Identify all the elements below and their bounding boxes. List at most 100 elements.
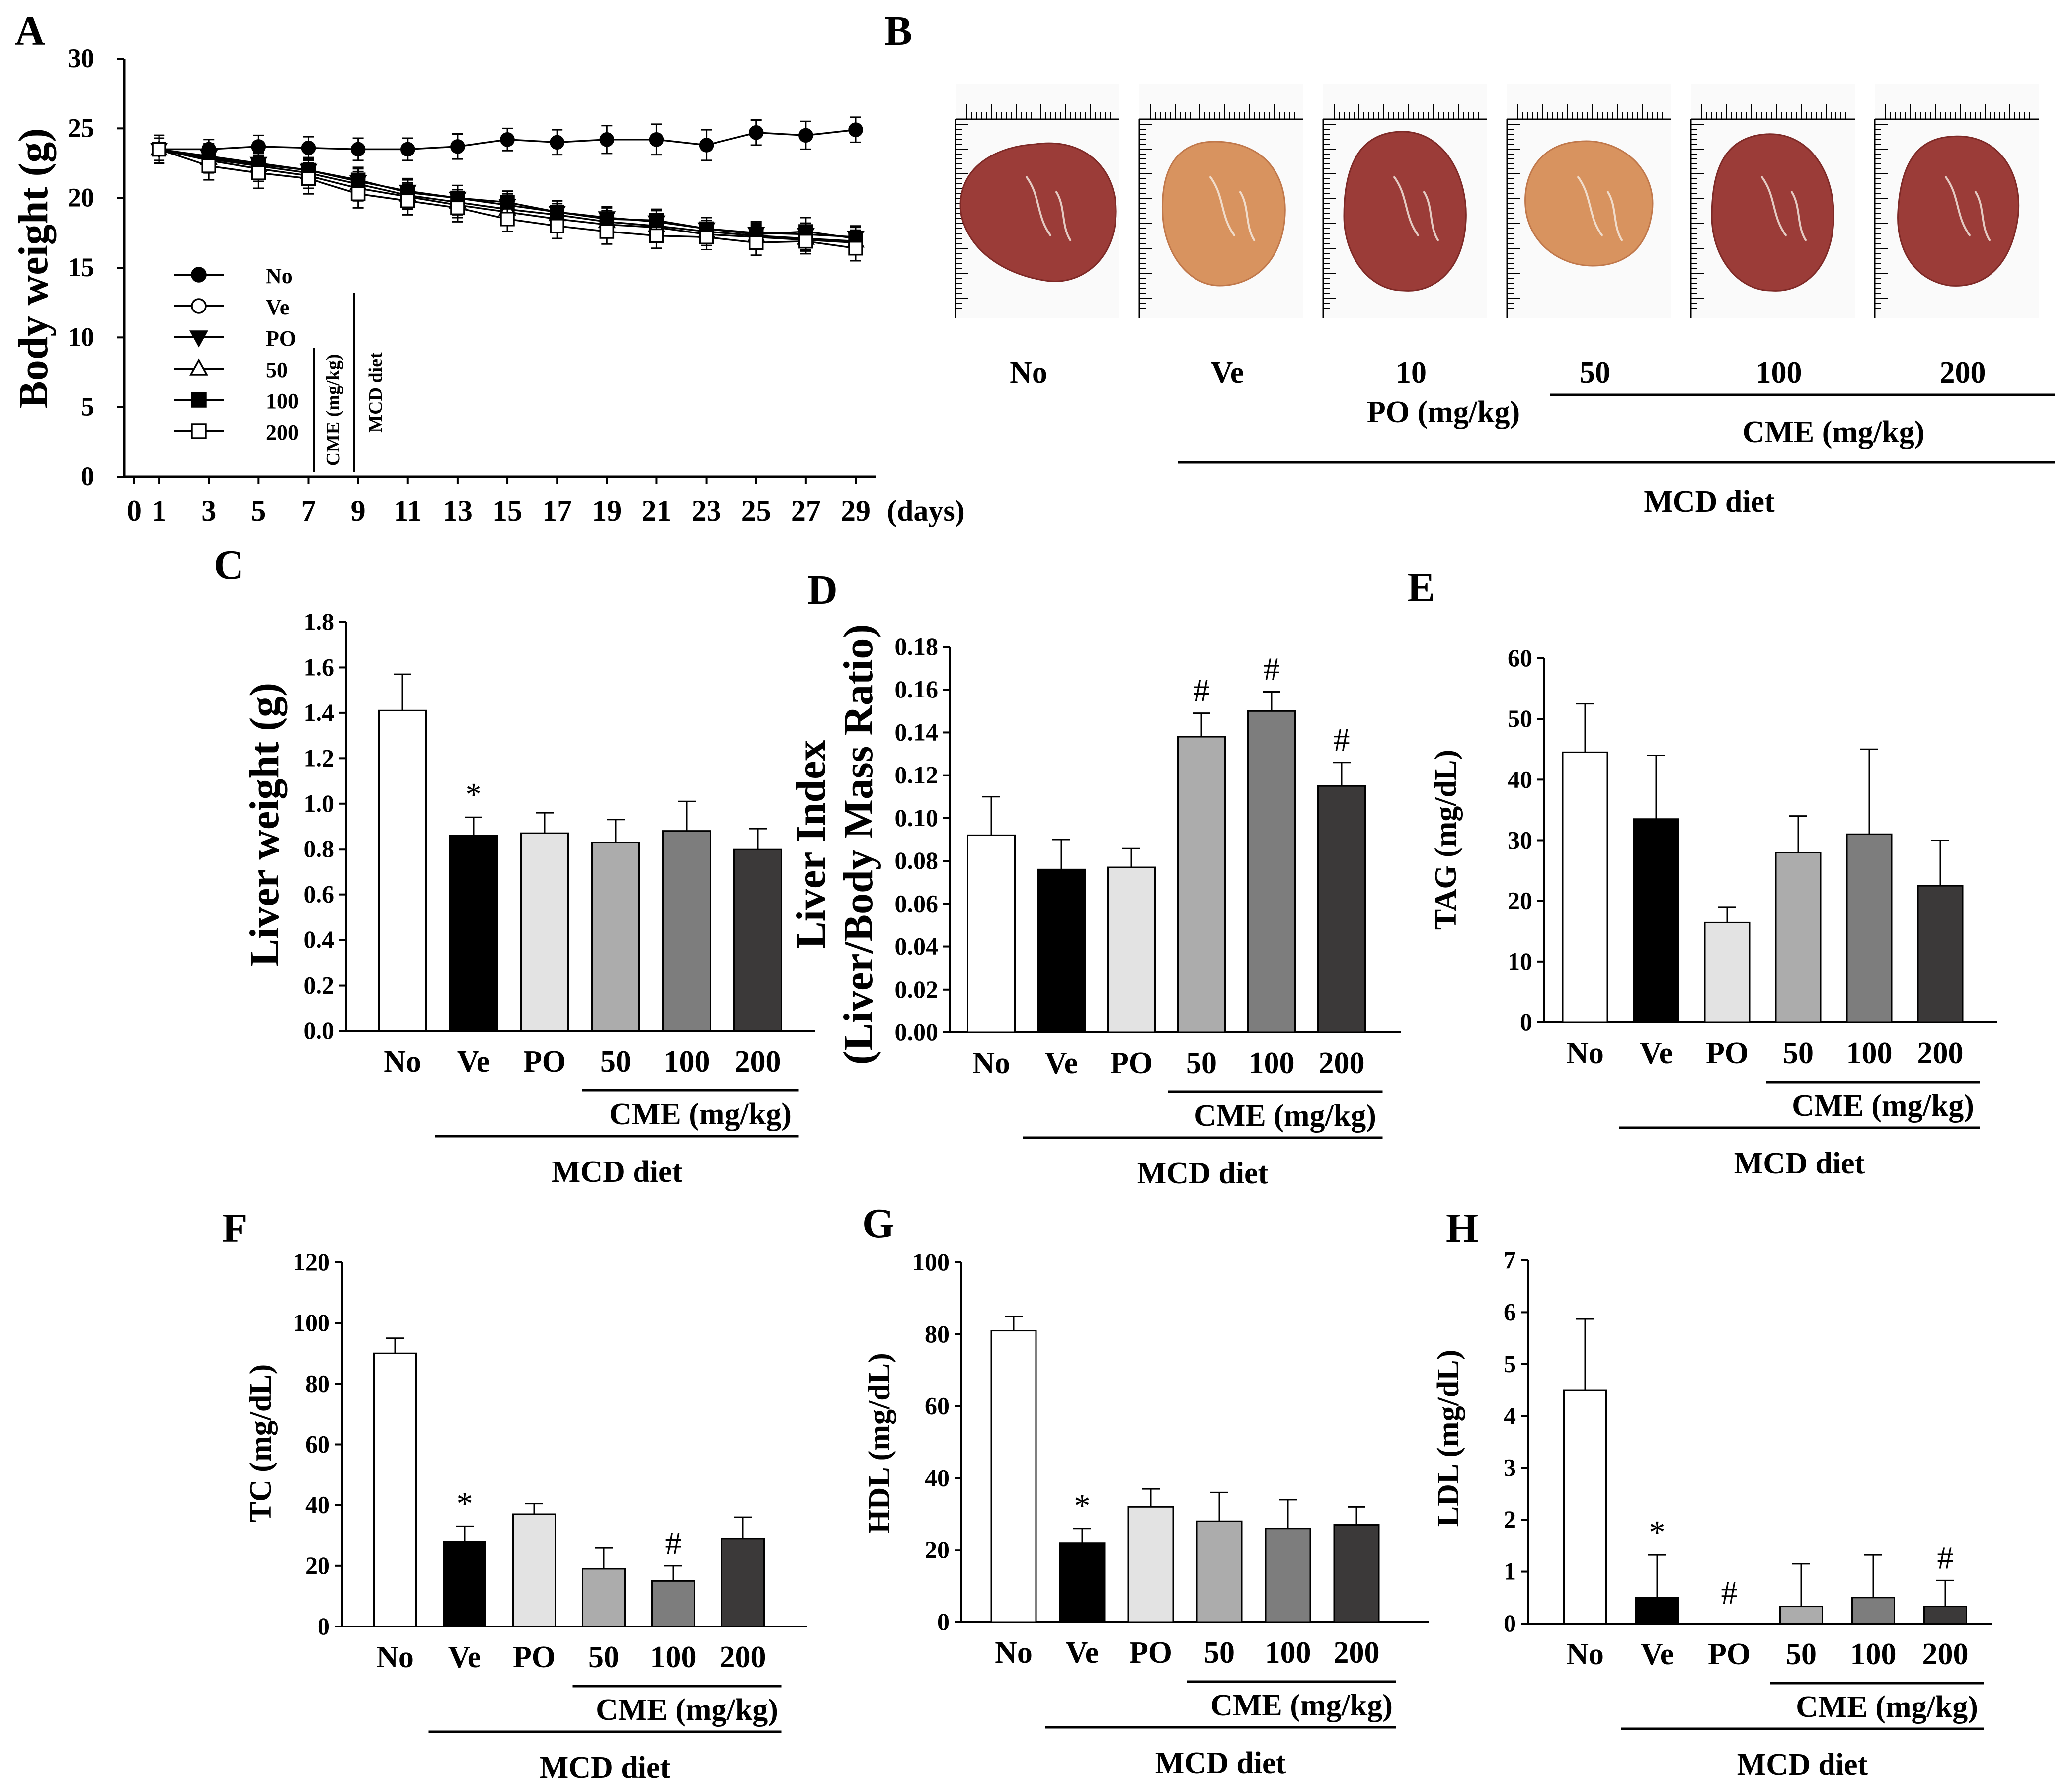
cme-group-label: CME (mg/kg) [596, 1693, 778, 1727]
category-label: 50 [588, 1640, 619, 1674]
data-point [301, 171, 316, 186]
y-tick-label: 0 [1504, 1609, 1516, 1637]
y-axis-title: TC (mg/dL) [244, 1364, 278, 1523]
x-tick-label: 29 [841, 494, 871, 527]
x-tick-label: 0 [127, 494, 142, 527]
bar [1563, 1389, 1607, 1625]
data-point [450, 139, 465, 154]
y-tick-label: 10 [1508, 947, 1532, 975]
bar [721, 1538, 765, 1627]
category-label: No [1566, 1637, 1604, 1671]
photo-label: 50 [1580, 356, 1610, 389]
y-tick-label: 100 [912, 1248, 950, 1276]
data-point [550, 135, 564, 150]
significance-mark: * [466, 776, 482, 813]
x-tick-label: 11 [394, 494, 422, 527]
bar [1196, 1520, 1243, 1623]
liver-photo: 200 [1874, 84, 2039, 389]
category-label: Ve [1641, 1637, 1674, 1671]
x-tick-label: 17 [542, 494, 572, 527]
y-tick-label: 0.16 [895, 675, 939, 703]
category-label: PO [1708, 1637, 1751, 1671]
x-tick-label: 3 [201, 494, 216, 527]
bar [1923, 1606, 1967, 1625]
bar [1775, 852, 1822, 1023]
category-label: 50 [1186, 1046, 1217, 1080]
photo-label: 100 [1756, 356, 1802, 389]
x-tick-label: 5 [251, 494, 266, 527]
y-axis-title: Body weight (g) [10, 128, 57, 409]
x-tick-label: 23 [692, 494, 721, 527]
significance-mark: * [1074, 1488, 1091, 1524]
y-tick-label: 40 [1508, 765, 1532, 793]
significance-mark: * [1649, 1514, 1666, 1550]
data-point [400, 193, 415, 209]
panel-d: D 0.00 0.02 0.04 0.06 0.08 0.10 0.12 0.14 0.16 0.1… [788, 567, 1401, 1190]
panel-label-f: F [222, 1205, 247, 1251]
mcd-group-label: MCD diet [1644, 485, 1775, 519]
panel-h: H 0 1 2 3 4 5 6 7 LDL (mg/dL) No * Ve # PO 50 100 #200 CME… [1432, 1205, 1992, 1782]
category-label: 50 [1786, 1637, 1817, 1671]
y-tick-label: 7 [1504, 1246, 1516, 1274]
category-label: No [972, 1046, 1010, 1080]
y-tick-label: 0.10 [895, 804, 939, 832]
liver-photo: 50 [1506, 84, 1671, 389]
y-tick-label: 1.4 [304, 698, 335, 726]
y-tick-label: 0.18 [895, 632, 939, 660]
legend-label: 50 [266, 358, 288, 382]
y-tick-label: 50 [1508, 704, 1532, 732]
y-tick-label: 80 [305, 1369, 330, 1397]
liver-highlight [1025, 175, 1072, 242]
significance-mark: * [457, 1485, 473, 1522]
data-point [152, 142, 166, 157]
y-tick-label: 0.08 [895, 847, 939, 874]
category-label: 200 [1922, 1637, 1969, 1671]
bar [1635, 1597, 1679, 1625]
data-point [189, 330, 208, 348]
y-tick-label: 1.6 [304, 653, 335, 681]
mcd-group-label: MCD diet [552, 1155, 683, 1189]
y-axis-title: TAG (mg/dL) [1429, 750, 1463, 930]
data-point [301, 140, 316, 155]
liver-photo: Ve [1138, 84, 1303, 389]
data-point [699, 230, 714, 245]
panel-e: E 0 10 20 30 40 50 60 TAG (mg/dL) No Ve PO 50 100 200 C… [1407, 564, 1997, 1180]
y-tick-label: 20 [68, 183, 94, 213]
y-tick-label: 4 [1504, 1401, 1516, 1429]
y-tick-label: 15 [68, 252, 94, 282]
category-label: 50 [1204, 1636, 1235, 1670]
bar [1177, 736, 1226, 1033]
liver-shape [959, 142, 1117, 282]
category-label: 100 [650, 1640, 697, 1674]
significance-mark: # [665, 1525, 682, 1561]
data-point [400, 142, 415, 157]
category-label: 100 [1850, 1637, 1897, 1671]
y-tick-label: 0.02 [895, 975, 939, 1003]
y-tick-label: 0.00 [895, 1018, 939, 1046]
bar [1059, 1542, 1106, 1623]
category-label: Ve [1066, 1636, 1099, 1670]
panel-c: C 0.0 0.2 0.4 0.6 0.8 1.0 1.2 1.4 1.6 1.8 Liver wei… [214, 542, 815, 1189]
data-point [500, 212, 515, 227]
panel-label-h: H [1446, 1205, 1478, 1251]
y-tick-label: 0 [81, 462, 94, 491]
y-tick-label: 0.6 [304, 880, 335, 908]
y-tick-label: 40 [925, 1464, 950, 1491]
data-point [191, 423, 207, 439]
data-point [450, 200, 465, 216]
cme-group-label: CME (mg/kg) [1796, 1690, 1978, 1724]
liver-shape [1343, 131, 1467, 292]
bar [967, 834, 1016, 1033]
y-tick-label: 0.04 [895, 932, 939, 960]
data-point [848, 122, 863, 137]
data-point [191, 298, 207, 314]
category-label: 200 [1334, 1636, 1380, 1670]
data-point [748, 125, 764, 140]
y-tick-label: 0 [937, 1608, 950, 1635]
y-tick-label: 60 [925, 1392, 950, 1420]
data-point [649, 228, 664, 243]
category-label: 100 [664, 1045, 710, 1079]
mcd-group-label: MCD diet [1737, 1748, 1868, 1782]
cme-group-label: CME (mg/kg) [609, 1097, 792, 1131]
